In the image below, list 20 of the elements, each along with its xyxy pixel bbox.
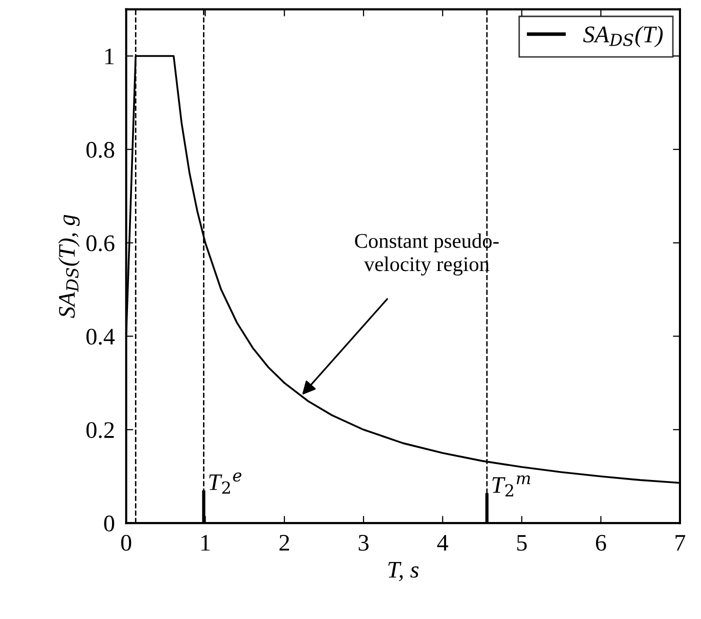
legend-label: SA$_{DS}$(T) [583,26,663,48]
x-tick-label: 1 [201,534,210,551]
x-axis-title: T, s [388,562,419,582]
x-tick-label: 3 [358,534,368,551]
x-tick-label: 7 [676,535,686,551]
x-tick-label: 4 [437,535,448,551]
y-tick-label: 1 [105,48,114,64]
y-tick-label: 0.8 [86,142,114,158]
annotation: Constant pseudo- velocity region [355,233,499,276]
x-tick-label: 0 [121,534,132,551]
annotation: T$_{2}$$^{e}$ [209,472,242,494]
y-tick-label: 0.6 [86,235,114,252]
x-tick-label: 5 [517,535,527,551]
annotation: T$_{2}$$^{m}$ [492,475,530,496]
x-tick-label: 6 [596,534,606,551]
y-tick-label: 0.2 [86,422,114,438]
y-tick-label: 0.4 [86,328,115,345]
y-axis-title: SA$_{DS}$(T), g [58,214,80,318]
y-tick-label: 0 [104,516,114,532]
x-tick-label: 2 [280,534,290,551]
